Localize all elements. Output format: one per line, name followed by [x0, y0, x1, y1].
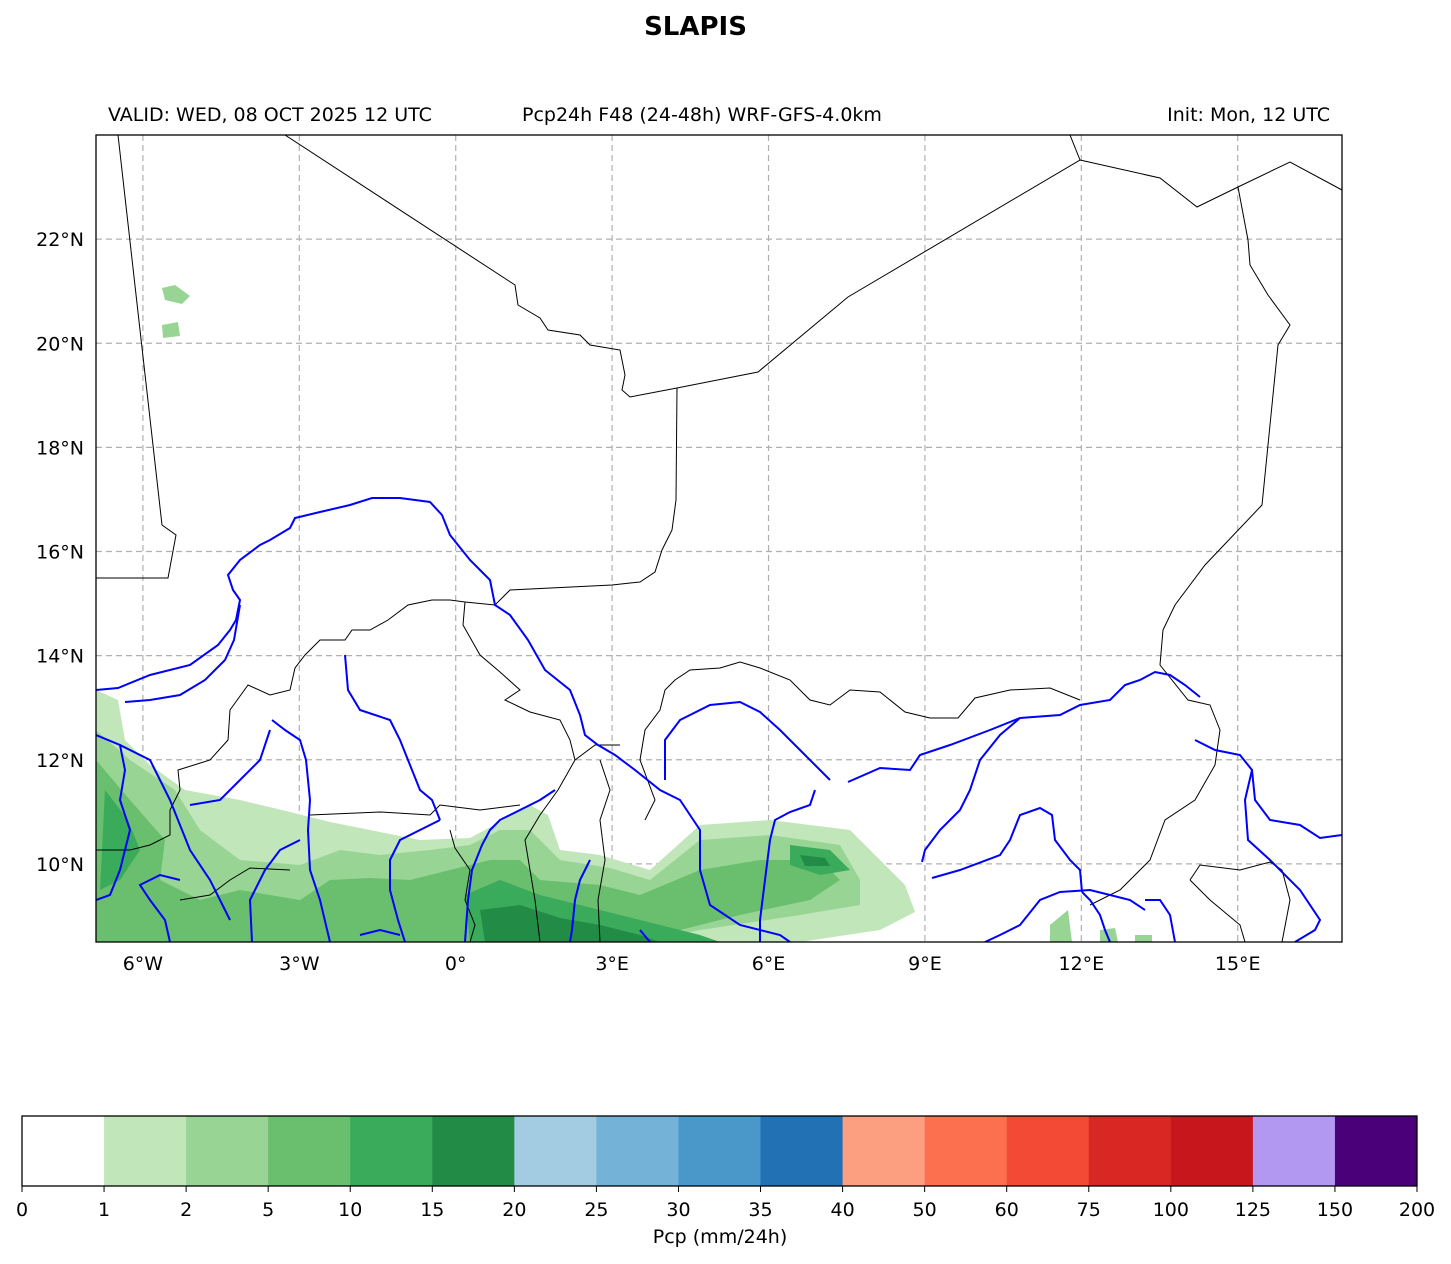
pcp-area-core [480, 855, 830, 942]
colorbar-tick-label: 15 [420, 1199, 444, 1221]
colorbar-swatch [1252, 1116, 1336, 1186]
colorbar-tick-label: 50 [913, 1199, 937, 1221]
product-label: Pcp24h F48 (24-48h) WRF-GFS-4.0km [522, 104, 882, 126]
pcp-patch-east [1050, 910, 1152, 942]
colorbar-swatch [678, 1116, 762, 1186]
pcp-patch-north [162, 285, 190, 338]
pcp-area-med [96, 760, 840, 942]
colorbar-swatch [350, 1116, 433, 1186]
colorbar-tick-label: 25 [584, 1199, 608, 1221]
lon-tick-label: 3°E [595, 953, 629, 975]
lon-tick-labels: 6°W 3°W 0° 3°E 6°E 9°E 12°E 15°E [123, 953, 1261, 975]
valid-time-label: VALID: WED, 08 OCT 2025 12 UTC [108, 104, 432, 126]
precipitation-field [96, 285, 1152, 942]
lon-tick-label: 6°E [752, 953, 786, 975]
colorbar-tick-label: 2 [180, 1199, 192, 1221]
colorbar-tick-label: 75 [1077, 1199, 1101, 1221]
lat-tick-label: 18°N [36, 437, 84, 459]
colorbar-swatch [514, 1116, 597, 1186]
colorbar-swatch [924, 1116, 1008, 1186]
lat-tick-label: 20°N [36, 333, 84, 355]
colorbar-swatch [268, 1116, 351, 1186]
colorbar-tick-label: 0 [16, 1199, 28, 1221]
lon-tick-label: 9°E [908, 953, 942, 975]
colorbar-swatch [432, 1116, 515, 1186]
colorbar-swatch [596, 1116, 679, 1186]
colorbar-swatch [186, 1116, 269, 1186]
colorbar-tick-label: 1 [98, 1199, 110, 1221]
rivers [96, 497, 1342, 942]
colorbar-tick-label: 35 [748, 1199, 772, 1221]
colorbar-tick-label: 30 [666, 1199, 690, 1221]
colorbar: 0 1 2 5 10 15 20 25 30 35 40 50 60 75 100 125 150 200 [16, 1115, 1435, 1221]
lon-tick-label: 15°E [1215, 953, 1261, 975]
colorbar-tick-label: 20 [502, 1199, 526, 1221]
colorbar-swatch [1170, 1116, 1254, 1186]
lon-tick-label: 6°W [123, 953, 164, 975]
country-borders [96, 135, 1342, 942]
lat-tick-label: 16°N [36, 542, 84, 564]
map-frame [95, 134, 1343, 943]
colorbar-swatch [1334, 1116, 1418, 1186]
colorbar-tick-label: 200 [1399, 1199, 1435, 1221]
lon-tick-label: 12°E [1058, 953, 1104, 975]
lat-tick-labels: 10°N 12°N 14°N 16°N 18°N 20°N 22°N [36, 229, 84, 876]
lat-tick-label: 10°N [36, 854, 84, 876]
colorbar-tick-label: 100 [1153, 1199, 1189, 1221]
colorbar-tick-label: 5 [262, 1199, 274, 1221]
lon-tick-label: 3°W [279, 953, 320, 975]
pcp-area-heavy [100, 790, 850, 942]
colorbar-swatch [1006, 1116, 1090, 1186]
init-time-label: Init: Mon, 12 UTC [1167, 104, 1330, 126]
colorbar-swatch [842, 1116, 926, 1186]
colorbar-tick-label: 10 [338, 1199, 362, 1221]
colorbar-swatch [760, 1116, 844, 1186]
colorbar-tick-label: 125 [1235, 1199, 1271, 1221]
lon-tick-label: 0° [445, 953, 467, 975]
colorbar-tick-label: 60 [995, 1199, 1019, 1221]
colorbar-frame [21, 1115, 1418, 1187]
lat-tick-label: 22°N [36, 229, 84, 251]
colorbar-tick-label: 40 [830, 1199, 854, 1221]
lat-tick-label: 14°N [36, 646, 84, 668]
chart-title: SLAPIS [644, 12, 747, 42]
colorbar-swatch [22, 1116, 105, 1186]
lat-tick-label: 12°N [36, 750, 84, 772]
colorbar-tick-label: 150 [1317, 1199, 1353, 1221]
colorbar-swatch [104, 1116, 187, 1186]
colorbar-swatch [1088, 1116, 1172, 1186]
colorbar-label: Pcp (mm/24h) [652, 1226, 788, 1248]
